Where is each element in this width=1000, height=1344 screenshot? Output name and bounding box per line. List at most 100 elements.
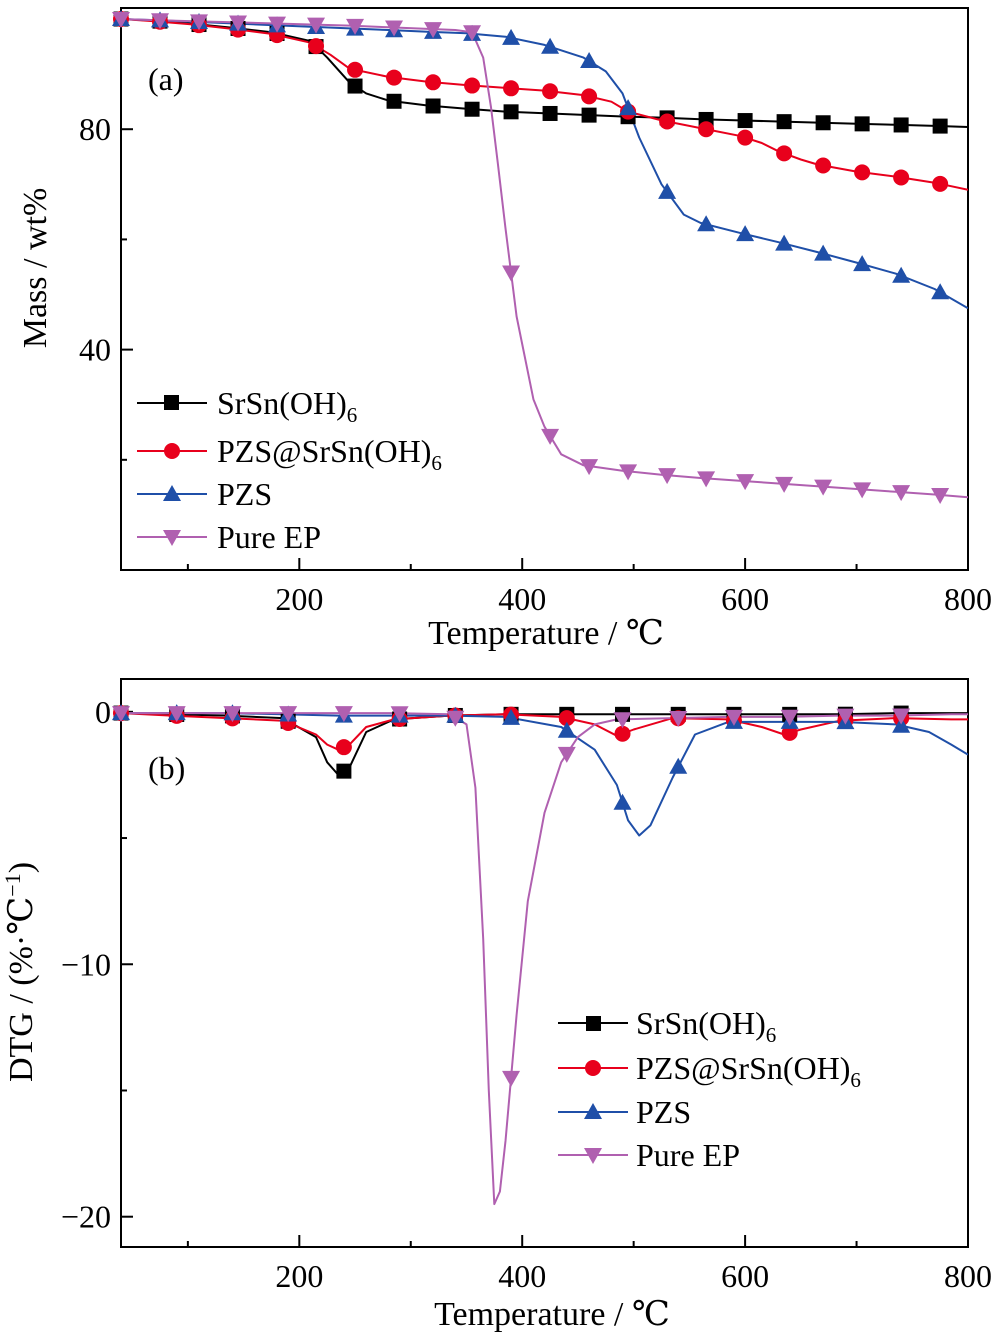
legend-b-label-srsn-main: SrSn(OH) <box>636 1005 766 1041</box>
series-pzs-marker-a <box>658 182 677 199</box>
series-pure-ep-marker-b <box>112 706 130 723</box>
series-pzs-marker-b <box>502 708 521 725</box>
series-pure-ep-marker-a <box>307 17 326 34</box>
series-pure-ep-marker-a <box>268 16 287 33</box>
series-pure-ep-marker-b <box>557 746 576 763</box>
legend-b-item-pzs-srsn: PZS@SrSn(OH)6 <box>558 1050 861 1092</box>
series-pzs-srsn-oh-6-marker-a <box>308 38 325 55</box>
panel-a-x-tick-label-600: 600 <box>721 581 769 617</box>
legend-a-label-pzs: PZS <box>217 476 272 512</box>
series-pzs-srsn-oh-6-marker-a <box>659 113 676 130</box>
series-srsn-oh-6-marker-a <box>893 117 909 133</box>
series-pzs-marker-a <box>814 244 833 261</box>
legend-a-label-ep: Pure EP <box>217 519 321 555</box>
panel-a-frame <box>120 7 969 571</box>
series-pzs-marker-a <box>931 283 950 300</box>
legend-a-marker-srsn <box>164 395 179 410</box>
panel-a-y-axis-title: Mass / wt% <box>17 188 54 349</box>
series-pzs-srsn-oh-6-marker-a <box>932 175 949 192</box>
panel-b-x-tick-label-600: 600 <box>721 1258 769 1294</box>
series-pure-ep-marker-b <box>334 706 353 723</box>
panel-b-y-tick-label--20: −20 <box>61 1199 111 1235</box>
panel-b-x-tick-label-400: 400 <box>498 1258 546 1294</box>
legend-a-item-pzs-srsn: PZS@SrSn(OH)6 <box>137 433 442 475</box>
legend-b-label-srsn: SrSn(OH)6 <box>636 1005 776 1047</box>
series-pure-ep-marker-b <box>446 710 465 727</box>
series-pure-ep-marker-a <box>190 14 209 31</box>
series-pure-ep-marker-b <box>167 706 186 723</box>
series-pzs-srsn-oh-6-marker-b <box>335 739 352 756</box>
series-pzs-srsn-oh-6-marker-a <box>737 129 754 146</box>
panel-a-x-tick-label-200: 200 <box>275 581 323 617</box>
series-pzs-srsn-oh-6-marker-a <box>425 74 442 91</box>
panel-a-y-tick-label-80: 80 <box>79 111 111 147</box>
panel-b-x-tick-label-800: 800 <box>944 1258 992 1294</box>
legend-b-label-pzs: PZS <box>636 1094 691 1130</box>
legend-a-label-pzs-srsn: PZS@SrSn(OH)6 <box>217 433 442 475</box>
legend-b-label-pzs-srsn-sub: 6 <box>850 1068 861 1092</box>
series-pure-ep-marker-b <box>724 709 743 726</box>
series-pzs-marker-a <box>892 266 911 283</box>
series-pure-ep-marker-a <box>229 15 248 32</box>
series-pzs-line-b <box>121 712 968 837</box>
panel-b-markers <box>112 704 911 1087</box>
legend-b-marker-srsn <box>586 1016 601 1031</box>
series-pzs-marker-b <box>669 757 688 774</box>
legend-b-marker-ep <box>584 1148 602 1164</box>
legend-b-label-srsn-sub: 6 <box>766 1023 777 1047</box>
legend-b-marker-pzs <box>584 1103 602 1119</box>
series-pure-ep-marker-a <box>580 459 599 476</box>
series-pzs-marker-a <box>580 52 599 69</box>
series-pure-ep-marker-b <box>390 706 409 723</box>
panel-b-y-axis-title-sup: −1 <box>0 873 25 896</box>
series-srsn-oh-6-marker-a <box>425 98 441 114</box>
panel-b-y-tick-label-0: 0 <box>95 694 111 730</box>
series-pure-ep-marker-a <box>463 25 482 42</box>
series-pzs-marker-b <box>892 716 911 733</box>
series-srsn-oh-6-marker-a <box>347 78 363 94</box>
series-pzs-marker-a <box>853 255 872 272</box>
series-pure-ep-marker-a <box>346 18 365 35</box>
series-pure-ep-marker-b <box>892 708 911 725</box>
series-pzs-srsn-oh-6-marker-a <box>464 77 481 94</box>
series-pure-ep-marker-a <box>814 479 833 496</box>
series-pzs-srsn-oh-6-marker-a <box>542 83 559 100</box>
panel-a-ticks: 200 400 600 800 40 80 <box>79 18 992 617</box>
series-pzs-line-a <box>121 18 968 310</box>
panel-a-mass: 200 400 600 800 40 80 (a) Temperature / ℃ Mas… <box>17 7 992 652</box>
series-pzs-srsn-oh-6-marker-a <box>776 145 793 162</box>
panel-a-y-tick-label-40: 40 <box>79 332 111 368</box>
series-pzs-marker-a <box>502 28 521 45</box>
series-srsn-oh-6-marker-a <box>503 104 519 120</box>
panel-a-x-tick-label-800: 800 <box>944 581 992 617</box>
series-srsn-oh-6-marker-a <box>854 116 870 132</box>
series-pzs-marker-b <box>613 793 632 810</box>
series-pure-ep-marker-b <box>836 708 855 725</box>
series-pzs-srsn-oh-6-marker-a <box>347 61 364 78</box>
legend-b-label-pzs-srsn: PZS@SrSn(OH)6 <box>636 1050 861 1092</box>
series-pure-ep-marker-b <box>613 712 632 729</box>
series-pure-ep-marker-a <box>736 474 755 491</box>
series-pure-ep-marker-a <box>775 476 794 493</box>
series-pure-ep-line-b <box>121 712 968 1206</box>
series-srsn-oh-6-marker-a <box>815 115 831 131</box>
panel-b-x-axis-title: Temperature / ℃ <box>434 1296 670 1333</box>
series-pure-ep-marker-a <box>112 12 130 29</box>
series-pzs-srsn-oh-6-marker-a <box>815 157 832 174</box>
panel-b-y-tick-label--10: −10 <box>61 946 111 982</box>
panel-a-x-tick-label-400: 400 <box>498 581 546 617</box>
panel-b-frame <box>120 678 969 1248</box>
series-pure-ep-marker-a <box>385 20 404 37</box>
legend-a-label-srsn-main: SrSn(OH) <box>217 385 347 421</box>
series-srsn-oh-6-marker-a <box>464 101 480 117</box>
series-pure-ep-marker-a <box>658 468 677 485</box>
series-pure-ep-marker-b <box>669 711 688 728</box>
panel-b-y-axis-title-close: ) <box>3 862 40 873</box>
series-pure-ep-marker-b <box>780 709 799 726</box>
series-pure-ep-marker-a <box>502 265 521 282</box>
panel-b-y-axis-title: DTG / (%·℃−1) <box>0 862 40 1082</box>
legend-a-item-ep: Pure EP <box>137 519 321 555</box>
series-pure-ep-marker-b <box>502 1070 521 1087</box>
